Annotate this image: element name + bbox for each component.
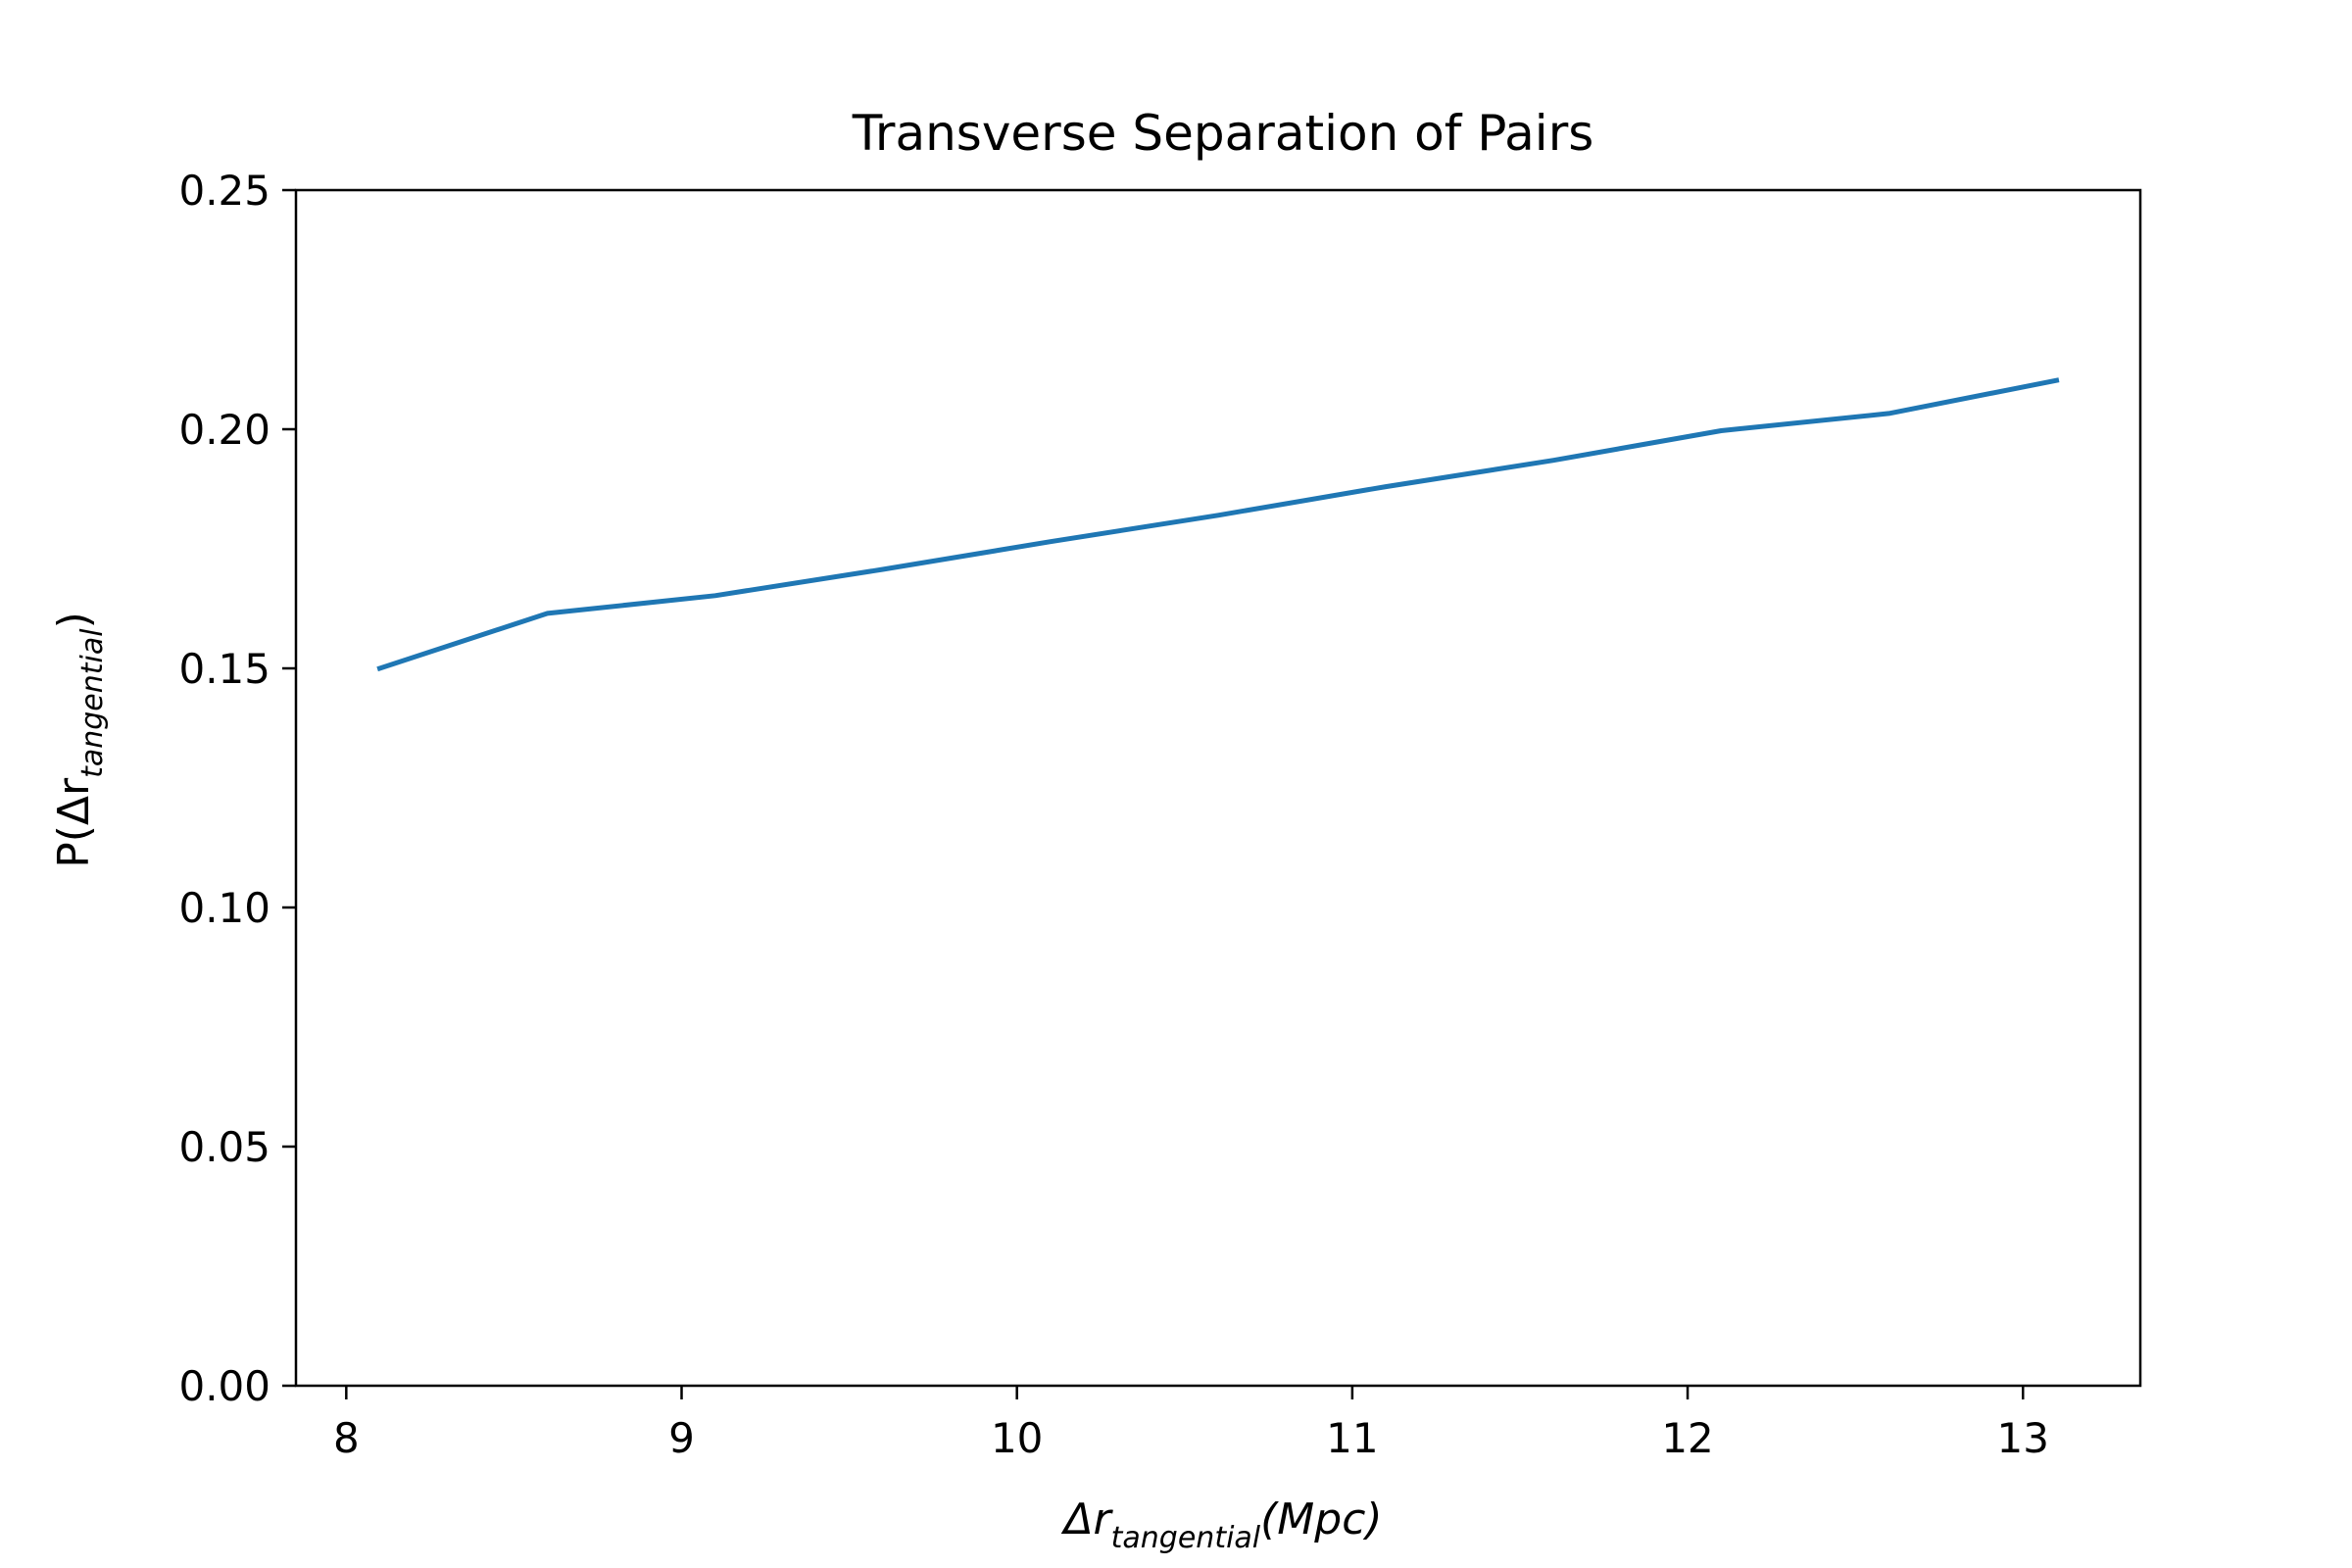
y-axis-label-main: P(Δr	[49, 777, 99, 868]
x-tick-label-0: 8	[333, 1414, 360, 1462]
x-axis-label-sub: tangential	[1111, 1521, 1261, 1555]
x-axis-label: Δrtangential(Mpc)	[1060, 1494, 1382, 1555]
y-tick-label-3: 0.15	[178, 645, 270, 693]
y-tick-label-0: 0.00	[178, 1362, 270, 1410]
series-line-0	[376, 377, 2060, 672]
x-tick-label-1: 9	[668, 1414, 695, 1462]
x-tick-label-4: 12	[1661, 1414, 1713, 1462]
x-axis-label-main: Δr	[1060, 1494, 1113, 1544]
y-tick-label-4: 0.20	[178, 406, 270, 454]
y-axis-label-rest: )	[49, 612, 99, 628]
axes-frame	[294, 188, 2142, 1388]
x-tick-label-3: 11	[1326, 1414, 1378, 1462]
x-tick-label-5: 13	[1997, 1414, 2049, 1462]
y-axis-label: P(Δrtangential)	[49, 612, 110, 868]
y-tick-label-1: 0.05	[178, 1123, 270, 1171]
plot-area: 8 9 10 11 12 13 0.00 0.05 0.10 0.15 0.20 0.25	[178, 167, 2142, 1462]
x-axis-label-rest: (Mpc)	[1260, 1494, 1382, 1544]
y-tick-label-2: 0.10	[178, 884, 270, 932]
y-axis-label-sub: tangential	[75, 628, 110, 778]
y-tick-label-5: 0.25	[178, 167, 270, 215]
x-tick-label-2: 10	[991, 1414, 1043, 1462]
chart-title: Transverse Separation of Pairs	[852, 105, 1594, 162]
